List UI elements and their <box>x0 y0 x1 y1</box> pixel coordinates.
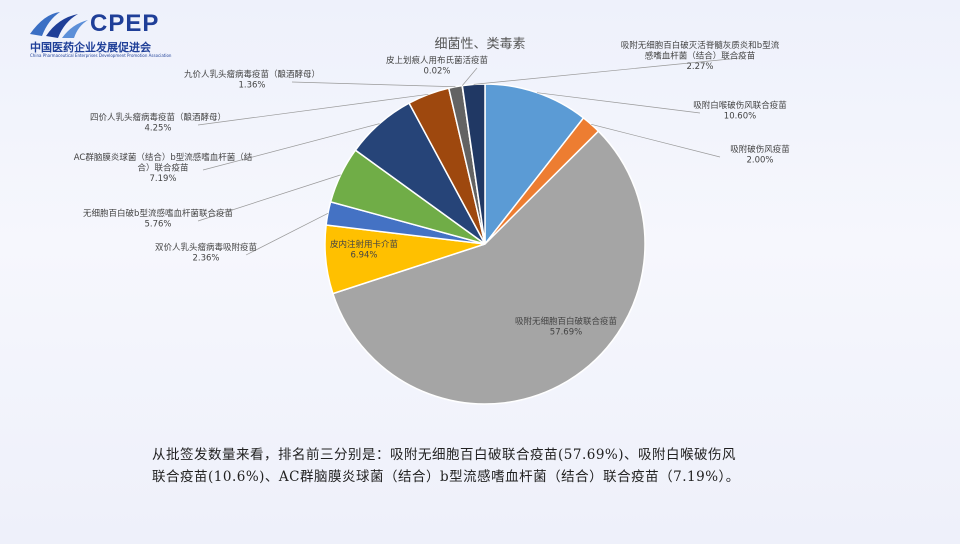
leader-line <box>202 123 380 171</box>
logo-wordmark: CPEP <box>90 10 160 37</box>
chart-title: 细菌性、类毒素 <box>434 37 526 52</box>
slice-label: 吸附破伤风疫苗 2.00% <box>730 144 790 166</box>
leader-line <box>461 67 478 86</box>
leader-line <box>197 93 429 126</box>
leader-line <box>473 57 741 85</box>
cpep-logo: CPEP 中国医药企业发展促进会 China Pharmaceutical En… <box>26 8 176 58</box>
slice-label: 双价人乳头瘤病毒吸附疫苗 2.36% <box>155 242 258 264</box>
cpep-swoosh-logo-icon <box>30 12 88 38</box>
caption-line-2: 联合疫苗(10.6%)、AC群脑膜炎球菌（结合）b型流感嗜血杆菌（结合）联合疫苗… <box>152 469 740 485</box>
logo-english-name: China Pharmaceutical Enterprises Develop… <box>30 53 172 58</box>
slice-label: AC群脑膜炎球菌（结合）b型流感嗜血杆菌（结合）联合疫苗 7.19% <box>74 152 253 184</box>
leader-line <box>197 174 341 222</box>
slice-label: 吸附白喉破伤风联合疫苗 10.60% <box>693 100 787 122</box>
slice-label: 吸附无细胞百白破灭活脊髓灰质炎和b型流感嗜血杆菌（结合）联合疫苗 2.27% <box>621 40 780 72</box>
pie-slice <box>484 83 585 247</box>
caption-line-1: 从批签发数量来看，排名前三分别是：吸附无细胞百白破联合疫苗(57.69%)、吸附… <box>152 447 737 463</box>
slice-label: 吸附无细胞百白破联合疫苗 57.69% <box>515 316 618 338</box>
slice-label: 皮内注射用卡介苗 6.94% <box>330 239 399 261</box>
caption-text: 从批签发数量来看，排名前三分别是：吸附无细胞百白破联合疫苗(57.69%)、吸附… <box>152 444 852 488</box>
pie-slice <box>331 130 646 405</box>
slice-label: 九价人乳头瘤病毒疫苗（酿酒酵母） 1.36% <box>184 69 320 91</box>
leader-line <box>291 81 456 88</box>
leader-line <box>537 92 701 114</box>
leader-line <box>591 123 721 158</box>
logo-chinese-name: 中国医药企业发展促进会 <box>30 41 151 54</box>
slice-label: 四价人乳头瘤病毒疫苗（酿酒酵母） 4.25% <box>90 112 226 134</box>
slice-label: 无细胞百白破b型流感嗜血杆菌联合疫苗 5.76% <box>83 208 233 230</box>
slice-label: 皮上划痕人用布氏菌活疫苗 0.02% <box>386 55 489 77</box>
leader-line <box>245 213 329 256</box>
